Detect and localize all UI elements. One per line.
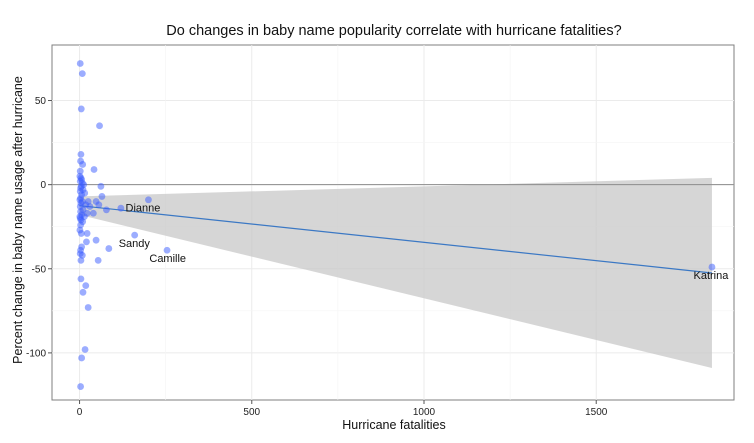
x-tick-label: 500 bbox=[243, 407, 260, 418]
data-point bbox=[79, 288, 87, 296]
data-point bbox=[77, 256, 85, 264]
data-points bbox=[76, 60, 716, 390]
x-tick-label: 1500 bbox=[585, 407, 608, 418]
y-tick-label: -100 bbox=[26, 348, 46, 359]
data-point bbox=[77, 221, 84, 229]
data-point bbox=[131, 231, 139, 239]
x-tick-label: 0 bbox=[77, 407, 83, 418]
data-point bbox=[78, 354, 86, 362]
data-point bbox=[94, 256, 102, 264]
data-point bbox=[76, 167, 84, 175]
y-tick-label: -50 bbox=[32, 264, 47, 275]
data-point bbox=[92, 236, 100, 244]
regression-line bbox=[79, 205, 713, 274]
data-point bbox=[82, 282, 90, 289]
data-point bbox=[77, 150, 85, 158]
data-point bbox=[89, 209, 97, 217]
annotation-dianne: Dianne bbox=[126, 203, 161, 215]
data-point bbox=[103, 206, 110, 214]
annotation-sandy: Sandy bbox=[119, 238, 151, 250]
data-point bbox=[77, 230, 85, 237]
data-point bbox=[83, 230, 91, 237]
data-point bbox=[98, 193, 106, 200]
y-tick-label: 50 bbox=[35, 96, 47, 107]
data-point bbox=[708, 263, 716, 271]
data-point bbox=[78, 70, 86, 78]
data-point bbox=[83, 238, 90, 246]
data-point bbox=[77, 383, 84, 390]
y-axis-title: Percent change in baby name usage after … bbox=[11, 76, 25, 364]
x-tick-label: 1000 bbox=[413, 407, 436, 418]
data-point bbox=[95, 201, 103, 209]
plot-area: Dianne Sandy Camille Katrina bbox=[51, 44, 735, 401]
data-point bbox=[145, 196, 152, 204]
data-point bbox=[163, 246, 171, 254]
x-axis-ticks: 0 500 1000 1500 bbox=[77, 400, 608, 418]
x-axis-title: Hurricane fatalities bbox=[342, 418, 446, 432]
chart-title: Do changes in baby name popularity corre… bbox=[166, 23, 621, 39]
data-point bbox=[77, 105, 85, 113]
data-point bbox=[117, 204, 125, 212]
confidence-band bbox=[79, 177, 712, 369]
data-point bbox=[97, 182, 105, 190]
data-point bbox=[84, 304, 92, 311]
data-point bbox=[96, 122, 103, 130]
point-annotations: Dianne Sandy Camille Katrina bbox=[119, 203, 730, 282]
y-tick-label: 0 bbox=[40, 180, 46, 191]
regression-line-layer bbox=[79, 205, 713, 274]
data-point bbox=[76, 60, 84, 67]
annotation-katrina: Katrina bbox=[693, 270, 729, 282]
confidence-band-layer bbox=[79, 177, 712, 369]
annotation-camille: Camille bbox=[149, 253, 186, 265]
data-point bbox=[81, 346, 89, 353]
data-point bbox=[77, 275, 85, 283]
data-point bbox=[86, 203, 94, 210]
y-axis-ticks: 50 0 -50 -100 bbox=[26, 96, 52, 359]
data-point bbox=[105, 245, 113, 252]
data-point bbox=[79, 161, 87, 168]
data-point bbox=[90, 166, 98, 173]
